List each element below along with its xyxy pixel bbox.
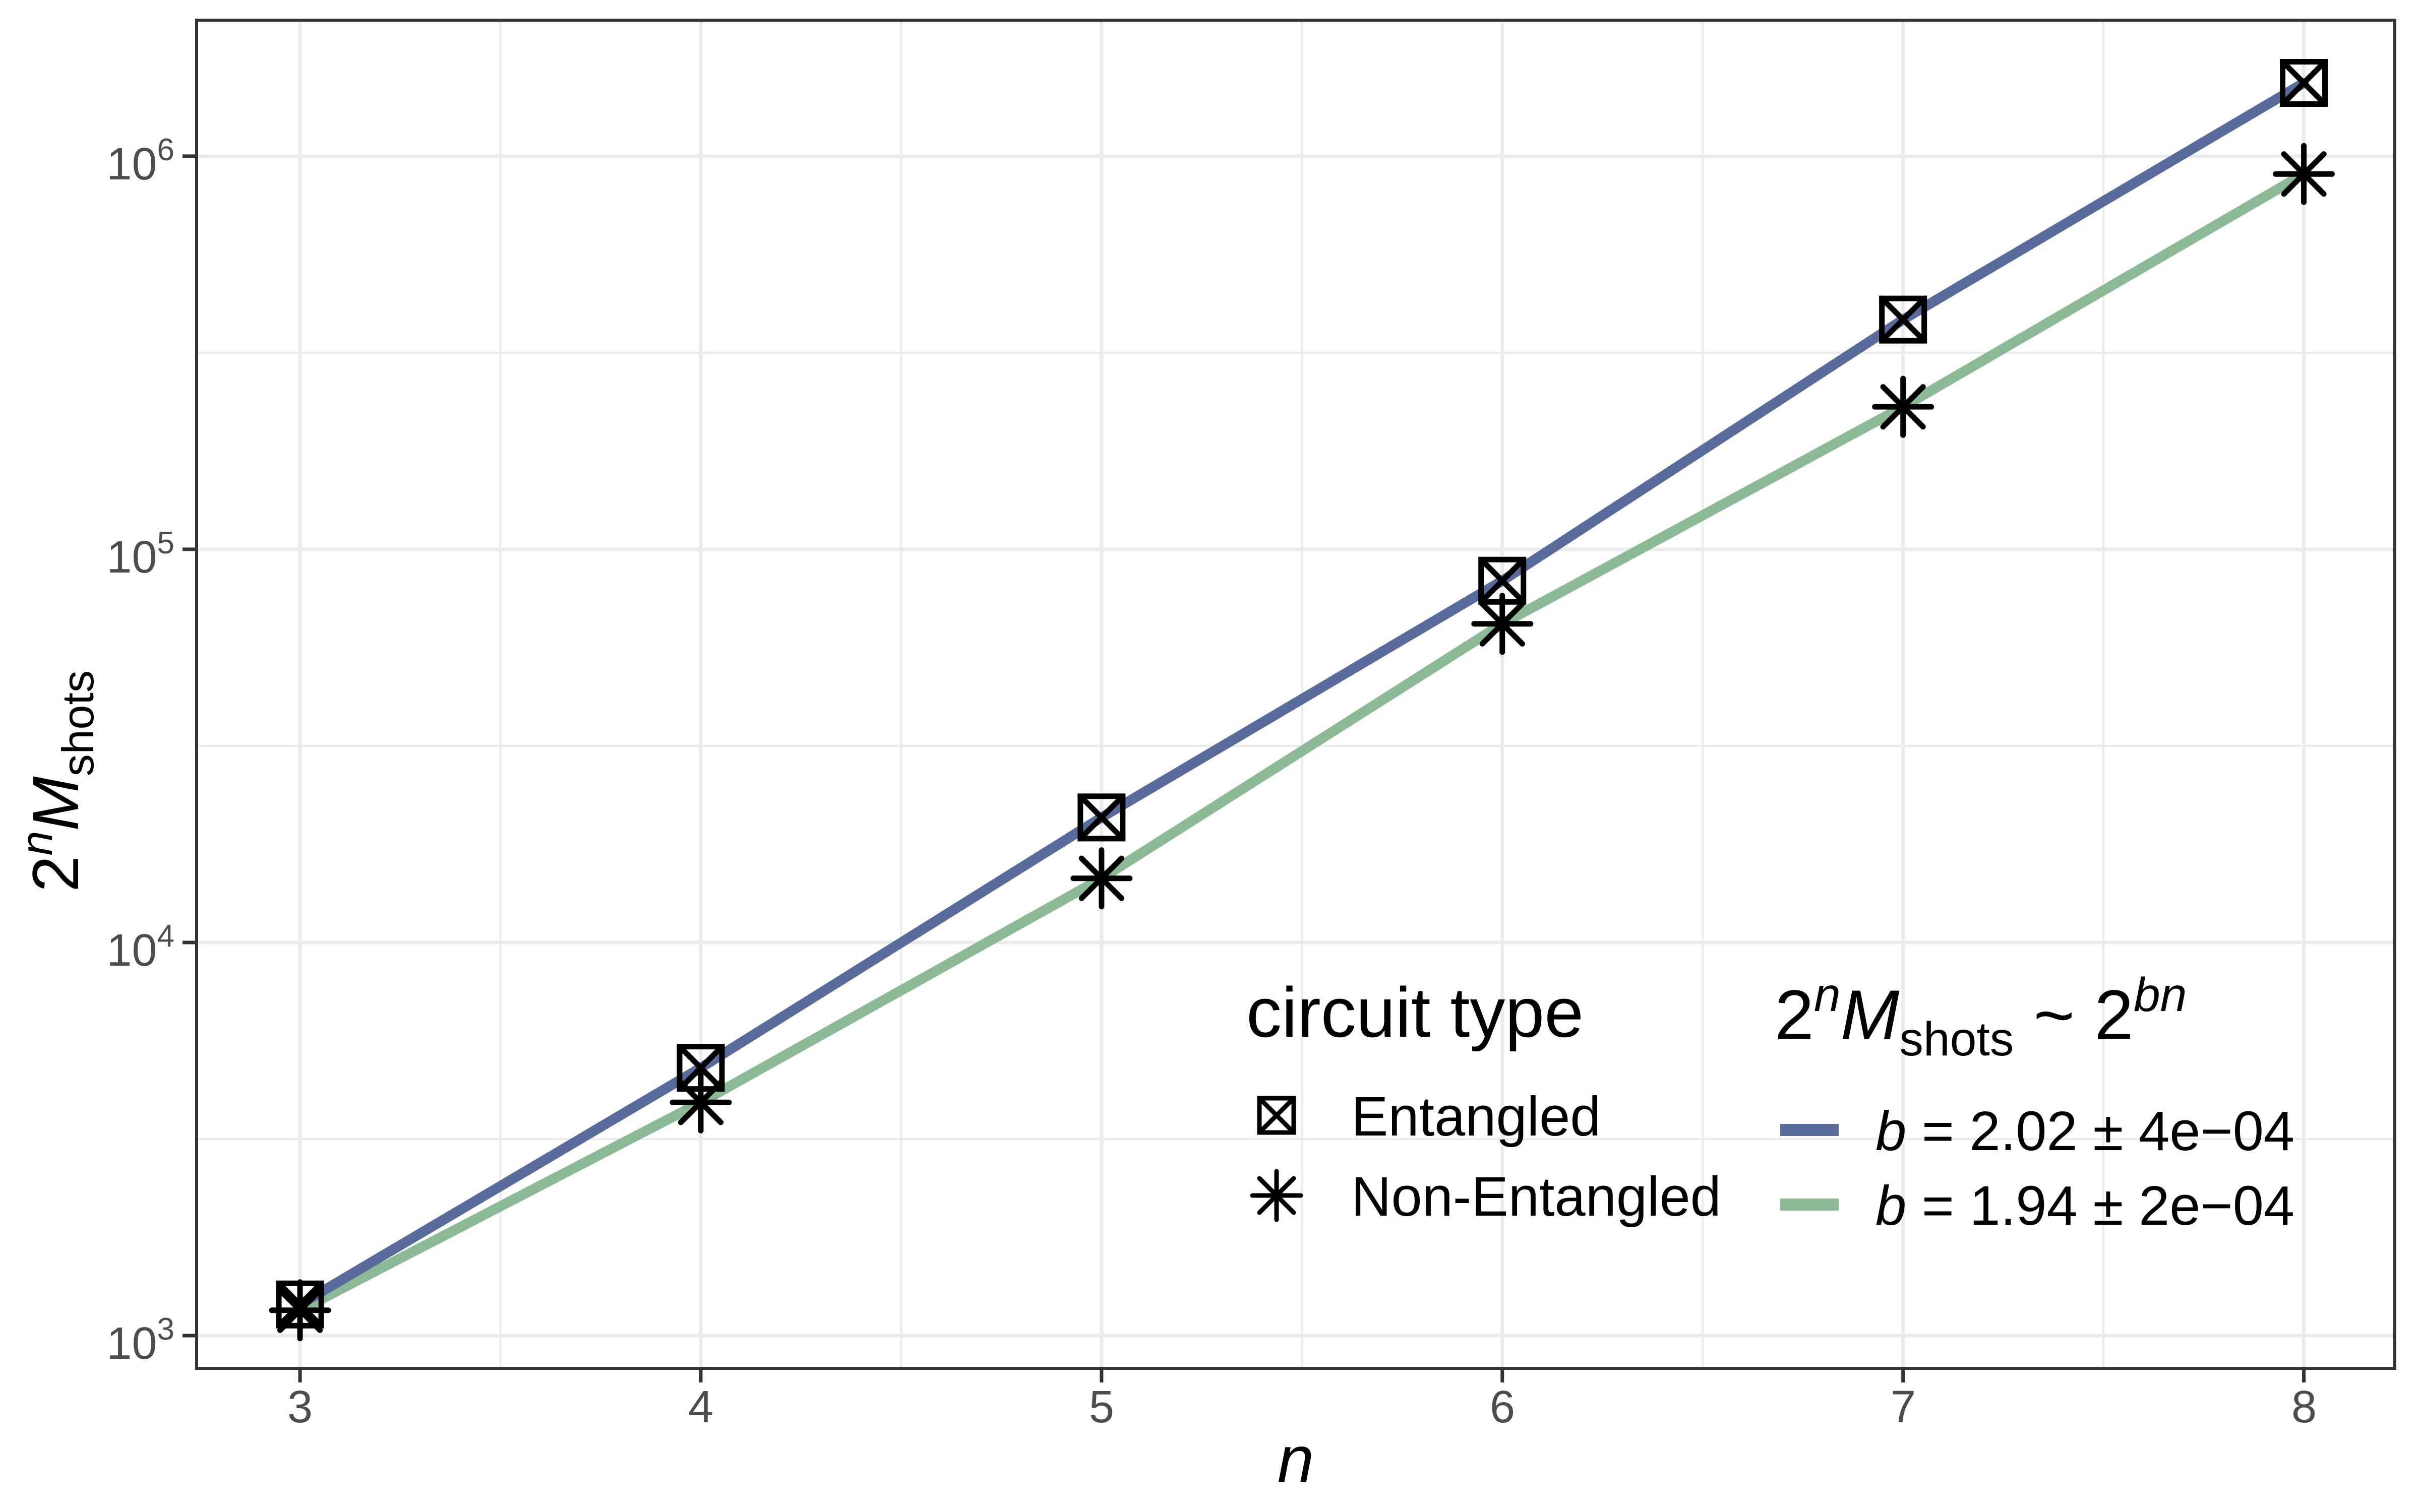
legend-entry-entangled-label: Entangled xyxy=(1351,1086,1601,1148)
y-tick-label-1e3: 103 xyxy=(106,1312,174,1369)
legend-key-entangled xyxy=(1257,1096,1296,1135)
x-axis-title: n xyxy=(1278,1422,1314,1496)
legend-entry-non-entangled-label: Non-Entangled xyxy=(1351,1166,1721,1228)
marker-arm xyxy=(2281,151,2327,197)
marker-arm xyxy=(1880,384,1926,430)
marker-square xyxy=(1077,793,1126,842)
marker-diagonal xyxy=(2280,59,2328,107)
legend-circuit-type-markers xyxy=(1250,1096,1303,1222)
y-axis-tick-labels: 103 104 105 106 xyxy=(106,133,174,1369)
marker-diagonal xyxy=(677,1044,725,1092)
marker-square xyxy=(2280,59,2328,107)
x-tick-label-8: 8 xyxy=(2291,1382,2317,1432)
marker-diagonal xyxy=(1478,556,1527,605)
legend-circuit-type: circuit type Entangled Non-Entangled xyxy=(1246,973,1721,1228)
marker-arm xyxy=(277,1287,323,1333)
data-point-entangled xyxy=(1478,556,1527,605)
x-tick-label-4: 4 xyxy=(688,1382,713,1432)
data-point-non-entangled xyxy=(1070,847,1133,910)
data-point-entangled xyxy=(1077,793,1126,842)
x-tick-label-6: 6 xyxy=(1490,1382,1515,1432)
series-data-points xyxy=(269,59,2335,1342)
marker-diagonal xyxy=(1257,1096,1296,1135)
marker-arm xyxy=(1479,601,1525,647)
legend-key-non-entangled xyxy=(1250,1169,1303,1222)
marker-diagonal xyxy=(1077,793,1126,842)
x-tick-label-7: 7 xyxy=(1891,1382,1916,1432)
marker-arm xyxy=(678,1080,724,1125)
legend-fit-entry-entangled-label: b = 2.02 ± 4e−04 xyxy=(1876,1100,2294,1162)
series-fit-lines xyxy=(295,78,2309,1315)
data-point-entangled xyxy=(1879,295,1927,344)
gridlines-major xyxy=(197,20,2395,1368)
y-tick-label-1e6: 106 xyxy=(106,133,174,190)
y-tick-label-1e4: 104 xyxy=(106,919,174,976)
marker-diagonal xyxy=(1879,295,1927,344)
y-axis-title: 2nMshots xyxy=(12,670,103,892)
fit-line-non-entangled xyxy=(295,169,2309,1315)
axis-tick-marks xyxy=(183,154,2306,1382)
legend-circuit-type-title: circuit type xyxy=(1246,973,1584,1052)
panel-border xyxy=(195,19,2396,1370)
data-point-entangled xyxy=(2280,59,2328,107)
legend-fit-swatch-entangled xyxy=(1780,1124,1839,1136)
y-tick-label-1e5: 105 xyxy=(106,526,174,583)
legend-fit-entry-non-entangled-label: b = 1.94 ± 2e−04 xyxy=(1876,1175,2294,1237)
legend-fit-title: 2nMshots ~ 2bn xyxy=(1775,968,2187,1066)
legend-fit: 2nMshots ~ 2bn b = 2.02 ± 4e−04 b = 1.94… xyxy=(1775,968,2294,1237)
data-point-non-entangled xyxy=(269,1279,331,1342)
x-tick-label-5: 5 xyxy=(1089,1382,1114,1432)
data-point-non-entangled xyxy=(1471,593,1534,655)
data-point-non-entangled xyxy=(670,1071,732,1133)
data-point-non-entangled xyxy=(1872,375,1934,438)
marker-square xyxy=(1879,295,1927,344)
marker-arm xyxy=(1257,1176,1296,1215)
x-axis-tick-labels: 3 4 5 6 7 8 xyxy=(287,1382,2317,1432)
fit-line-entangled xyxy=(295,78,2309,1310)
x-tick-label-3: 3 xyxy=(287,1382,313,1432)
marker-square xyxy=(1257,1096,1296,1135)
marker-arm xyxy=(1078,855,1124,901)
legend-fit-swatch-non-entangled xyxy=(1780,1199,1839,1211)
data-point-non-entangled xyxy=(2273,143,2335,205)
